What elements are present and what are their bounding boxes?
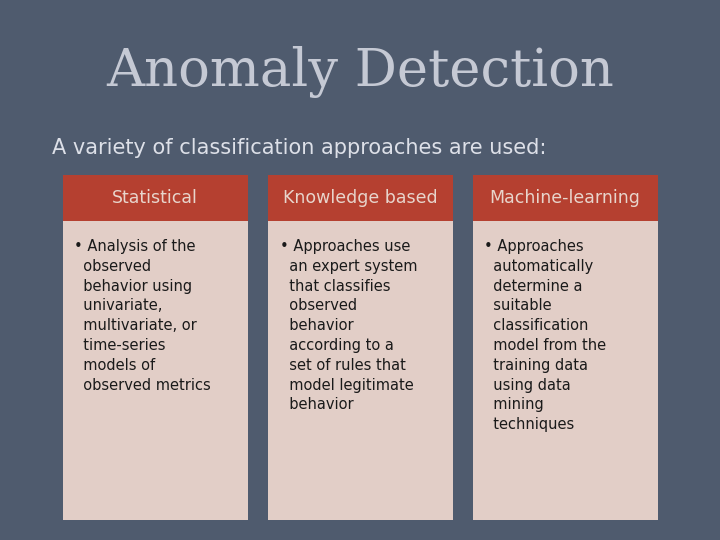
Text: Statistical: Statistical [112, 189, 198, 207]
Text: • Approaches
  automatically
  determine a
  suitable
  classification
  model f: • Approaches automatically determine a s… [485, 239, 607, 432]
FancyBboxPatch shape [268, 175, 452, 221]
Text: • Analysis of the
  observed
  behavior using
  univariate,
  multivariate, or
 : • Analysis of the observed behavior usin… [74, 239, 211, 393]
Text: Machine-learning: Machine-learning [490, 189, 640, 207]
FancyBboxPatch shape [268, 175, 452, 520]
FancyBboxPatch shape [63, 175, 248, 221]
Text: A variety of classification approaches are used:: A variety of classification approaches a… [52, 138, 546, 158]
Text: Knowledge based: Knowledge based [283, 189, 437, 207]
Text: • Approaches use
  an expert system
  that classifies
  observed
  behavior
  ac: • Approaches use an expert system that c… [279, 239, 417, 413]
FancyBboxPatch shape [472, 175, 657, 221]
FancyBboxPatch shape [63, 175, 248, 520]
FancyBboxPatch shape [472, 175, 657, 520]
Text: Anomaly Detection: Anomaly Detection [106, 46, 614, 98]
